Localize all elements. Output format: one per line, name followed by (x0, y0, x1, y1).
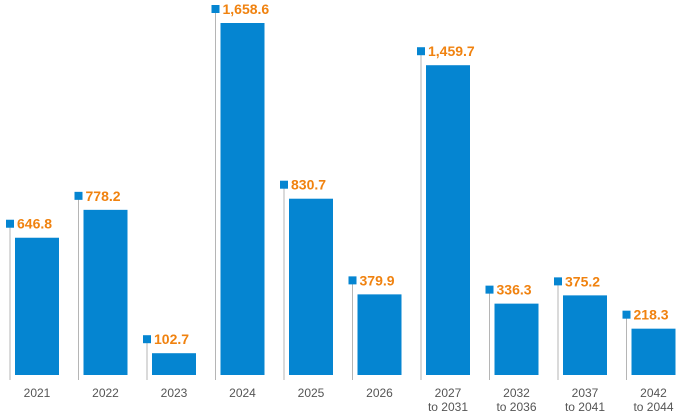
bar (357, 294, 402, 375)
marker-square (348, 276, 357, 285)
marker-square (211, 5, 220, 13)
tick-label: 2021 (24, 386, 51, 400)
marker-square (622, 310, 631, 319)
bar (563, 295, 607, 375)
tick-label: 2026 (366, 386, 393, 400)
marker-square (6, 219, 14, 228)
value-label: 830.7 (291, 177, 326, 193)
tick-label: 2042 (640, 386, 667, 400)
bar (15, 237, 59, 375)
tick-label: 2032 (503, 386, 530, 400)
marker-square (74, 191, 83, 200)
bar (426, 65, 470, 376)
value-label: 375.2 (565, 273, 600, 289)
bar (152, 353, 196, 375)
tick-label: 2023 (161, 386, 188, 400)
marker-square (143, 335, 151, 344)
value-label: 379.9 (360, 272, 395, 288)
value-label: 218.3 (634, 307, 669, 323)
marker-square (280, 180, 288, 189)
marker-square (417, 47, 425, 56)
value-label: 102.7 (154, 331, 189, 347)
marker-square (554, 277, 562, 286)
tick-label: to 2041 (565, 400, 605, 414)
tick-label: 2027 (435, 386, 462, 400)
bar (289, 198, 333, 375)
value-label: 646.8 (17, 216, 52, 232)
tick-label: to 2031 (428, 400, 468, 414)
value-label: 1,459.7 (428, 43, 475, 59)
value-label: 336.3 (497, 282, 532, 298)
tick-label: 2037 (572, 386, 599, 400)
bar (83, 209, 128, 375)
bar (220, 23, 265, 375)
tick-label: to 2036 (496, 400, 536, 414)
tick-label: 2022 (92, 386, 119, 400)
tick-label: to 2044 (633, 400, 673, 414)
tick-label: 2024 (229, 386, 256, 400)
tick-label: 2025 (298, 386, 325, 400)
marker-square (485, 285, 494, 294)
bar (631, 328, 676, 375)
value-label: 778.2 (86, 188, 121, 204)
value-label: 1,658.6 (223, 1, 270, 17)
bar (494, 303, 539, 375)
